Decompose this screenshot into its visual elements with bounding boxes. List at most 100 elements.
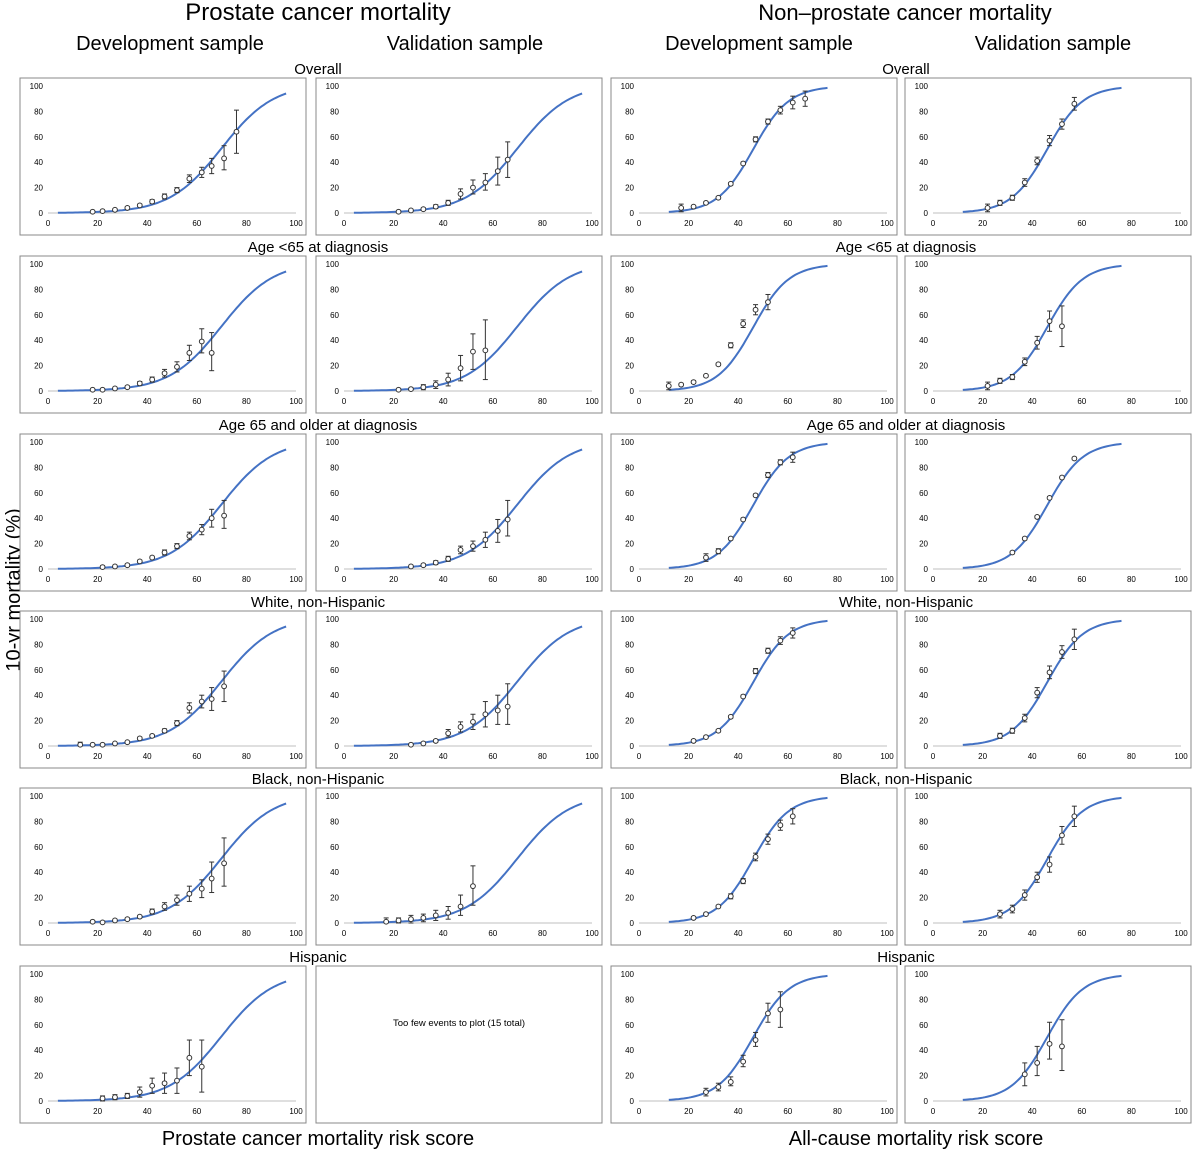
panel-frame	[315, 255, 603, 414]
data-point	[997, 911, 1003, 918]
data-point	[149, 198, 156, 205]
x-tick-label: 80	[1127, 1107, 1136, 1116]
panel-frame	[610, 433, 898, 592]
data-point	[789, 630, 796, 636]
x-tick-label: 40	[734, 397, 743, 406]
data-point	[445, 909, 452, 916]
data-point	[1034, 158, 1041, 164]
y-tick-label: 20	[330, 362, 339, 371]
x-tick-label: 20	[684, 219, 693, 228]
y-tick-label: 80	[330, 107, 339, 116]
panel-frame	[19, 255, 307, 414]
y-tick-label: 100	[621, 615, 635, 624]
data-point	[1009, 549, 1016, 556]
y-tick-label: 0	[39, 1097, 44, 1106]
data-point	[99, 208, 106, 214]
row-title-prostate: Age 65 and older at diagnosis	[219, 417, 417, 434]
data-point	[727, 713, 734, 720]
data-point	[1046, 318, 1053, 325]
fitted-curve	[668, 442, 828, 569]
data-point	[457, 547, 464, 553]
x-tick-label: 20	[684, 397, 693, 406]
data-point	[198, 338, 205, 345]
header-dev-left: Development sample	[76, 33, 264, 55]
y-tick-label: 20	[625, 540, 634, 549]
x-tick-label: 100	[289, 575, 303, 584]
panel: 0 20 40 60 80 100 0 20 40 60 80 100	[610, 255, 898, 414]
data-point	[470, 883, 476, 890]
data-point	[1059, 323, 1065, 330]
x-tick-label: 20	[684, 752, 693, 761]
data-point	[740, 1058, 747, 1065]
data-point	[740, 693, 747, 700]
x-tick-label: 80	[538, 575, 547, 584]
y-tick-label: 100	[30, 82, 44, 91]
y-tick-label: 100	[621, 970, 635, 979]
x-tick-label: 20	[978, 929, 987, 938]
data-point	[1021, 715, 1028, 721]
data-point	[715, 1084, 722, 1090]
data-point	[112, 563, 118, 570]
x-tick-label: 20	[684, 575, 693, 584]
panel-frame	[610, 965, 898, 1124]
panels: 0 20 40 60 80 100 0 20 40 60 80 100 0 20 40 60 80 100 0 20 4…	[19, 77, 1192, 1124]
data-point	[690, 379, 697, 386]
x-tick-label: 100	[289, 397, 303, 406]
data-point	[186, 533, 193, 539]
y-tick-label: 0	[924, 387, 929, 396]
x-tick-label: 20	[684, 1107, 693, 1116]
y-tick-label: 40	[919, 336, 928, 345]
x-tick-label: 0	[637, 397, 642, 406]
x-tick-label: 20	[93, 219, 102, 228]
y-tick-label: 40	[34, 158, 43, 167]
data-point	[1046, 1040, 1053, 1047]
data-point	[789, 813, 796, 820]
data-point	[482, 347, 489, 354]
data-point	[198, 526, 205, 533]
y-tick-label: 0	[924, 1097, 929, 1106]
y-tick-label: 60	[919, 133, 928, 142]
x-tick-label: 40	[734, 575, 743, 584]
y-tick-label: 40	[625, 868, 634, 877]
y-tick-label: 80	[330, 817, 339, 826]
data-point	[752, 668, 759, 674]
panel: 0 20 40 60 80 100 0 20 40 60 80 100	[19, 787, 307, 946]
data-point	[690, 203, 697, 210]
data-point	[504, 156, 511, 163]
data-point	[208, 515, 215, 522]
y-tick-label: 60	[919, 311, 928, 320]
panel: 0 20 40 60 80 100 0 20 40 60 80 100	[315, 255, 603, 414]
data-point	[494, 528, 501, 534]
y-tick-label: 20	[330, 540, 339, 549]
panel: 0 20 40 60 80 100 0 20 40 60 80 100	[315, 610, 603, 769]
data-point	[752, 136, 759, 143]
panel: 0 20 40 60 80 100 0 20 40 60 80 100	[610, 610, 898, 769]
data-point	[149, 732, 156, 739]
panel-frame	[904, 255, 1192, 414]
data-point	[445, 555, 452, 562]
x-axis-label-allcause: All-cause mortality risk score	[789, 1128, 1044, 1150]
panel: 0 20 40 60 80 100 0 20 40 60 80 100	[19, 255, 307, 414]
y-tick-label: 0	[335, 387, 340, 396]
y-tick-label: 40	[919, 514, 928, 523]
y-tick-label: 100	[30, 438, 44, 447]
data-point	[984, 205, 991, 211]
y-tick-label: 0	[39, 387, 44, 396]
data-point	[802, 95, 809, 102]
data-point	[740, 320, 747, 327]
data-point	[1021, 892, 1028, 898]
x-tick-label: 60	[1077, 752, 1086, 761]
data-point	[124, 916, 131, 923]
x-tick-label: 100	[585, 397, 599, 406]
x-tick-label: 60	[1077, 219, 1086, 228]
x-tick-label: 80	[538, 752, 547, 761]
data-point	[777, 459, 784, 466]
y-tick-label: 0	[630, 919, 635, 928]
data-point	[408, 563, 414, 570]
x-tick-label: 100	[1174, 929, 1188, 938]
data-point	[445, 730, 452, 737]
y-tick-label: 0	[630, 209, 635, 218]
data-point	[1034, 874, 1041, 881]
data-point	[1071, 813, 1078, 820]
x-tick-label: 100	[880, 397, 894, 406]
